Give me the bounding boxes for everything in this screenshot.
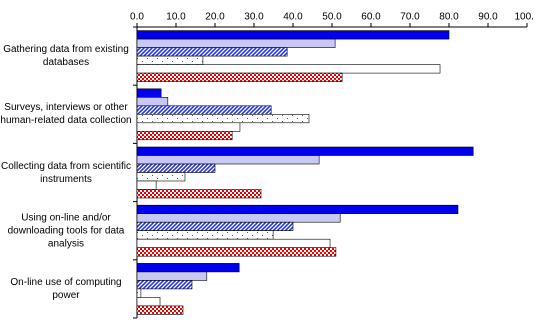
y-tick-label: Surveys, interviews or other human-relat… (0, 102, 132, 127)
x-tick-label: 30.0 (244, 12, 264, 23)
bar (136, 30, 450, 40)
x-tick-label: 70.0 (400, 12, 420, 23)
bar (136, 122, 241, 132)
bar (136, 180, 157, 190)
x-tick-label: 40.0 (283, 12, 303, 23)
bar (136, 64, 441, 74)
bar (136, 230, 274, 240)
y-tick-label: On-line use of computing power (10, 276, 122, 301)
x-tick-label: 90.0 (478, 12, 498, 23)
bar (136, 55, 204, 65)
x-tick-label: 80.0 (439, 12, 459, 23)
bar (136, 146, 474, 156)
bar (136, 189, 262, 199)
bar (136, 72, 343, 82)
bar (136, 305, 184, 315)
bar (136, 271, 208, 281)
x-tick-label: 100.0 (514, 12, 534, 23)
bar (136, 288, 142, 298)
bar (136, 97, 169, 107)
bar (136, 297, 161, 307)
bar (136, 47, 288, 57)
x-tick-label: 10.0 (166, 12, 186, 23)
bar (136, 131, 233, 141)
y-tick-label: Gathering data from existing databases (3, 44, 129, 69)
bar (136, 280, 193, 290)
bar (136, 114, 310, 124)
y-tick-label: Collecting data from scientific instrume… (0, 160, 132, 185)
bar (136, 172, 186, 182)
bar (136, 221, 294, 231)
y-tick-label: Using on-line and/or downloading tools f… (7, 212, 125, 250)
bar (136, 204, 459, 214)
x-tick-label: 60.0 (361, 12, 381, 23)
bar (136, 238, 331, 248)
bar (136, 163, 216, 173)
bar (136, 263, 240, 273)
x-tick-label: 0.0 (130, 12, 144, 23)
bar (136, 247, 337, 257)
x-tick-label: 50.0 (322, 12, 342, 23)
bar (136, 38, 336, 48)
bar (136, 88, 162, 98)
bar (136, 213, 341, 223)
x-tick-label: 20.0 (205, 12, 225, 23)
bar (136, 105, 272, 115)
bar (136, 155, 320, 165)
